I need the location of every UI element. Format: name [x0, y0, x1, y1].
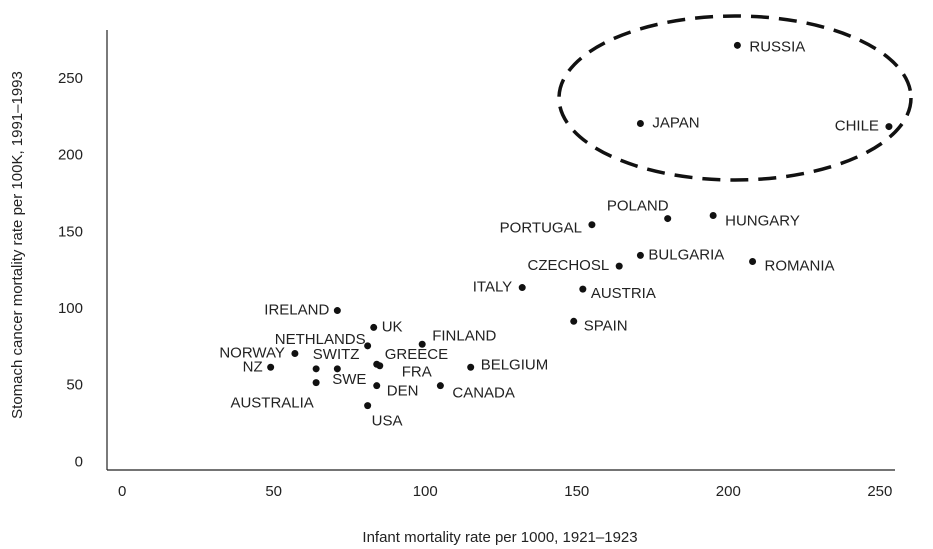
x-tick-label: 100: [413, 483, 438, 500]
point-label: CZECHOSL: [528, 257, 610, 274]
point: [312, 379, 320, 387]
point-label: RUSSIA: [749, 38, 805, 55]
point-label: ITALY: [473, 279, 512, 296]
y-tick-label: 50: [66, 377, 83, 394]
point-label: BELGIUM: [481, 356, 549, 373]
point-label: UK: [382, 318, 403, 335]
y-tick-label: 150: [58, 223, 83, 240]
point-label: SWE: [332, 371, 366, 388]
point-label: USA: [372, 413, 403, 430]
x-axis-label: Infant mortality rate per 1000, 1921–192…: [362, 529, 637, 546]
point: [436, 382, 444, 390]
point: [376, 362, 384, 370]
point: [636, 120, 644, 128]
point-label: FRA: [402, 364, 432, 381]
point-label: SPAIN: [584, 317, 628, 334]
y-tick-label: 250: [58, 70, 83, 87]
point: [570, 317, 578, 325]
y-tick-label: 200: [58, 147, 83, 164]
point: [373, 382, 381, 390]
point-label: FINLAND: [432, 327, 496, 344]
point: [364, 342, 372, 350]
point-label: DEN: [387, 383, 419, 400]
point-label: AUSTRIA: [591, 285, 656, 302]
point-label: NZ: [243, 358, 263, 375]
point: [291, 349, 299, 357]
point-label: PORTUGAL: [500, 220, 582, 237]
point: [364, 402, 372, 410]
point: [312, 365, 320, 373]
point: [267, 363, 275, 371]
point: [709, 212, 717, 220]
x-tick-label: 150: [564, 483, 589, 500]
point: [615, 262, 623, 270]
point: [518, 284, 526, 292]
y-tick-label: 0: [75, 453, 83, 470]
x-tick-label: 250: [867, 483, 892, 500]
point-label: SWITZ: [313, 346, 360, 363]
point-label: BULGARIA: [648, 246, 724, 263]
point: [418, 340, 426, 348]
point: [579, 285, 587, 293]
y-tick-label: 100: [58, 300, 83, 317]
point-label: IRELAND: [264, 302, 329, 319]
point-label: NORWAY: [219, 344, 285, 361]
point-label: HUNGARY: [725, 212, 800, 229]
point-label: JAPAN: [652, 114, 699, 131]
point: [749, 257, 757, 265]
point: [333, 307, 341, 315]
point-label: ROMANIA: [765, 257, 835, 274]
point: [333, 365, 341, 373]
point-label: NETHLANDS: [275, 331, 366, 348]
point-label: POLAND: [607, 198, 669, 215]
x-tick-label: 50: [265, 483, 282, 500]
point: [588, 221, 596, 229]
x-tick-label: 0: [118, 483, 126, 500]
highlight-ellipse: [557, 14, 913, 182]
point-label: GREECE: [385, 346, 448, 363]
point: [636, 251, 644, 259]
point: [664, 215, 672, 223]
point: [370, 323, 378, 331]
point-label: AUSTRALIA: [230, 395, 313, 412]
point-label: CANADA: [452, 385, 515, 402]
point: [467, 363, 475, 371]
x-tick-label: 200: [716, 483, 741, 500]
point: [885, 123, 893, 131]
point: [733, 41, 741, 49]
point-label: CHILE: [835, 118, 879, 135]
y-axis-label: Stomach cancer mortality rate per 100K, …: [9, 71, 26, 419]
